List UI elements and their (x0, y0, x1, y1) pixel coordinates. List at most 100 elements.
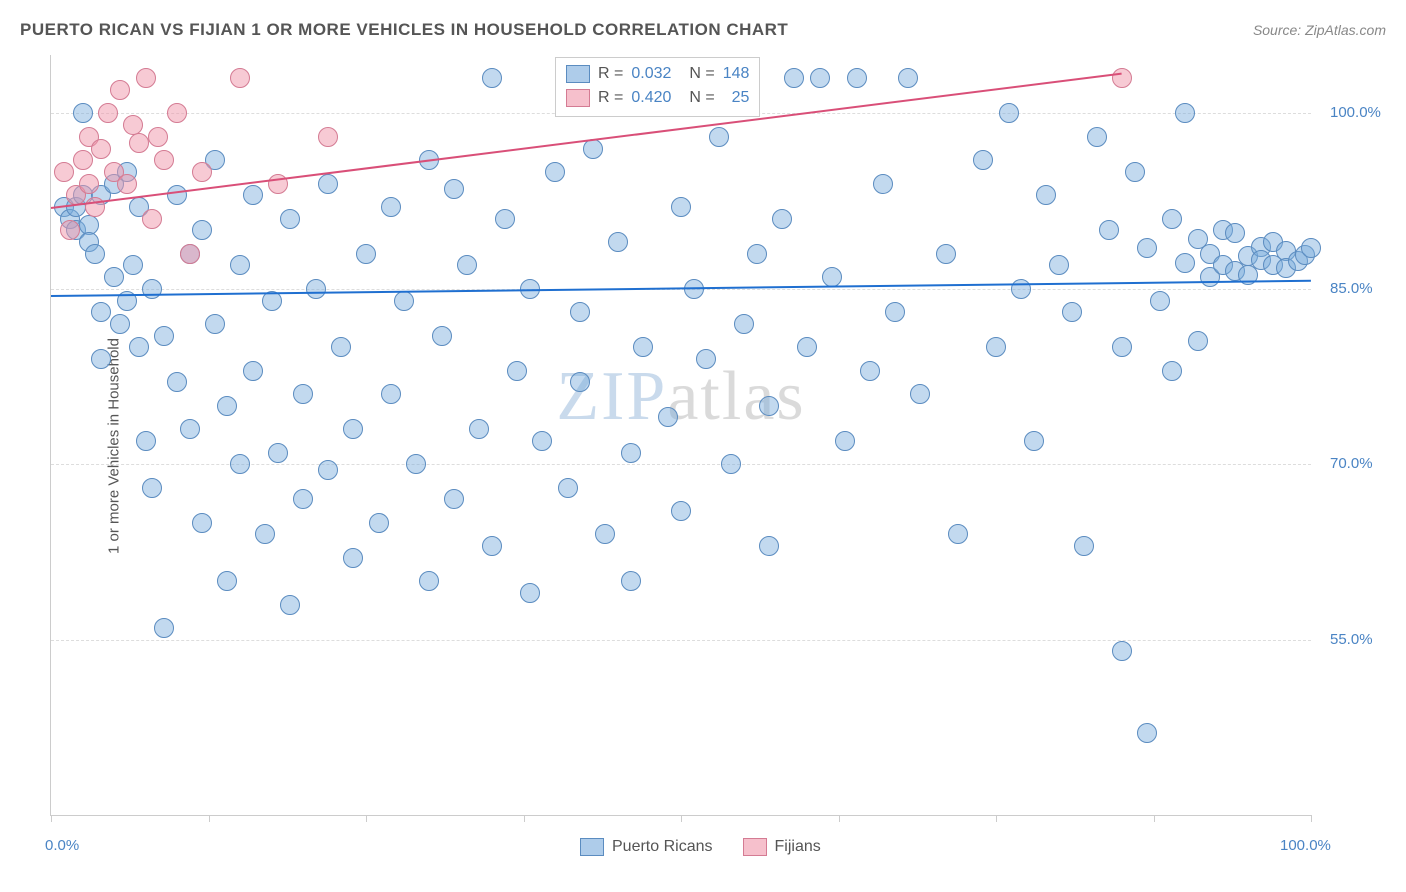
chart-header: PUERTO RICAN VS FIJIAN 1 OR MORE VEHICLE… (20, 20, 1386, 40)
scatter-point (709, 127, 729, 147)
scatter-point (243, 361, 263, 381)
scatter-point (293, 384, 313, 404)
legend-label: Puerto Ricans (612, 838, 713, 856)
scatter-point (110, 80, 130, 100)
series-swatch (566, 89, 590, 107)
scatter-point (104, 267, 124, 287)
scatter-point (658, 407, 678, 427)
scatter-point (167, 372, 187, 392)
scatter-point (217, 396, 237, 416)
scatter-point (734, 314, 754, 334)
scatter-point (60, 220, 80, 240)
scatter-point (1036, 185, 1056, 205)
scatter-point (79, 174, 99, 194)
x-tick (51, 815, 52, 822)
scatter-point (394, 291, 414, 311)
scatter-point (532, 431, 552, 451)
scatter-point (167, 185, 187, 205)
r-label: R = (598, 86, 623, 110)
scatter-point (507, 361, 527, 381)
scatter-point (873, 174, 893, 194)
chart-title: PUERTO RICAN VS FIJIAN 1 OR MORE VEHICLE… (20, 20, 788, 40)
scatter-point (545, 162, 565, 182)
scatter-point (85, 244, 105, 264)
scatter-point (180, 244, 200, 264)
scatter-point (154, 150, 174, 170)
watermark-zip: ZIP (556, 358, 667, 435)
scatter-point (117, 174, 137, 194)
scatter-point (129, 133, 149, 153)
scatter-point (570, 302, 590, 322)
legend-item: Puerto Ricans (580, 838, 713, 856)
scatter-point (192, 162, 212, 182)
scatter-point (91, 139, 111, 159)
scatter-point (482, 536, 502, 556)
correlation-stats-box: R =0.032N =148R =0.420N = 25 (555, 57, 760, 117)
y-tick-label: 70.0% (1330, 455, 1373, 472)
scatter-point (331, 337, 351, 357)
scatter-point (381, 384, 401, 404)
scatter-point (230, 68, 250, 88)
x-tick (996, 815, 997, 822)
scatter-point (148, 127, 168, 147)
series-legend: Puerto Ricans Fijians (580, 838, 821, 856)
r-value: 0.420 (631, 86, 681, 110)
scatter-point (1137, 238, 1157, 258)
scatter-point (91, 302, 111, 322)
scatter-point (129, 337, 149, 357)
scatter-point (1062, 302, 1082, 322)
scatter-point (936, 244, 956, 264)
scatter-point (1137, 723, 1157, 743)
scatter-point (822, 267, 842, 287)
scatter-point (136, 68, 156, 88)
scatter-point (306, 279, 326, 299)
r-label: R = (598, 62, 623, 86)
scatter-point (343, 548, 363, 568)
scatter-point (1099, 220, 1119, 240)
scatter-point (495, 209, 515, 229)
scatter-point (847, 68, 867, 88)
scatter-point (759, 396, 779, 416)
scatter-point (142, 478, 162, 498)
x-tick (209, 815, 210, 822)
x-tick (839, 815, 840, 822)
scatter-point (343, 419, 363, 439)
scatter-point (772, 209, 792, 229)
legend-item: Fijians (743, 838, 821, 856)
scatter-point (558, 478, 578, 498)
scatter-point (230, 255, 250, 275)
scatter-point (671, 197, 691, 217)
scatter-point (1087, 127, 1107, 147)
scatter-point (318, 174, 338, 194)
scatter-point (432, 326, 452, 346)
scatter-point (1112, 641, 1132, 661)
scatter-point (54, 162, 74, 182)
x-tick (681, 815, 682, 822)
scatter-point (797, 337, 817, 357)
scatter-point (356, 244, 376, 264)
scatter-point (898, 68, 918, 88)
scatter-point (469, 419, 489, 439)
scatter-point (1162, 361, 1182, 381)
scatter-point (318, 460, 338, 480)
scatter-point (205, 314, 225, 334)
stats-row: R =0.032N =148 (566, 62, 749, 86)
legend-label: Fijians (775, 838, 821, 856)
scatter-point (1049, 255, 1069, 275)
scatter-point (1150, 291, 1170, 311)
scatter-point (721, 454, 741, 474)
scatter-point (1301, 238, 1321, 258)
scatter-point (180, 419, 200, 439)
scatter-point (910, 384, 930, 404)
scatter-point (696, 349, 716, 369)
x-tick (1311, 815, 1312, 822)
scatter-point (1175, 253, 1195, 273)
scatter-point (608, 232, 628, 252)
y-tick-label: 100.0% (1330, 104, 1381, 121)
legend-swatch (580, 838, 604, 856)
scatter-point (243, 185, 263, 205)
scatter-point (747, 244, 767, 264)
x-axis-min-label: 0.0% (45, 837, 79, 854)
plot-area: ZIPatlas (50, 55, 1311, 816)
scatter-point (230, 454, 250, 474)
